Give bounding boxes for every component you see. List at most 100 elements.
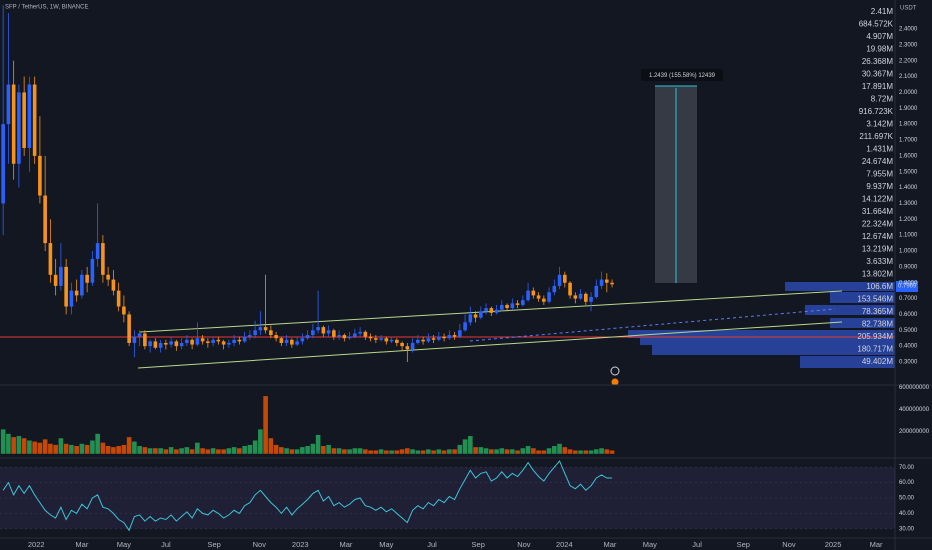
candle-body (389, 339, 394, 342)
volume-bar (546, 448, 552, 454)
volume-bar (6, 433, 11, 454)
volume-bar (126, 437, 132, 454)
event-icon (610, 366, 620, 376)
candle-body (106, 274, 110, 280)
candle-body (452, 335, 457, 337)
profile-label: 26.368M (862, 57, 893, 66)
candle-body (185, 339, 189, 343)
volume-bar (205, 449, 211, 454)
candle-body (38, 155, 42, 196)
profile-label: 22.324M (862, 220, 893, 229)
y-tick-label: 1.3000 (899, 201, 918, 207)
x-tick-label: Mar (604, 540, 617, 549)
volume-bar (0, 429, 6, 454)
candle-body (127, 314, 131, 343)
y-tick-label: 2.3000 (899, 42, 918, 48)
y-tick-label: 2.1000 (899, 74, 918, 80)
volume-bar (231, 447, 237, 454)
candle-body (95, 243, 100, 259)
candle-body (431, 338, 436, 340)
volume-bar (16, 436, 22, 454)
candle-body (305, 335, 310, 339)
candle-body (500, 304, 504, 310)
profile-label: 3.142M (866, 120, 893, 129)
candle-body (116, 290, 121, 307)
volume-bar (347, 449, 352, 454)
volume-bar (84, 444, 90, 454)
volume-bar (352, 448, 358, 454)
candle-body (269, 330, 273, 336)
candle-body (463, 322, 467, 331)
candle-body (384, 338, 389, 342)
x-tick-label: Jul (161, 540, 171, 549)
candle-body (74, 290, 79, 296)
volume-bar (252, 440, 258, 454)
candle-body (437, 336, 441, 340)
y-tick-label: 1.0000 (899, 249, 918, 255)
candle-body (358, 331, 362, 334)
volume-bar (573, 450, 578, 454)
volume-bar (289, 449, 295, 454)
volume-bar (410, 449, 415, 454)
volume-bar (63, 443, 69, 454)
candle-body (484, 308, 488, 312)
volume-bar (489, 449, 494, 454)
volume-bar (604, 449, 610, 454)
candle-body (442, 336, 446, 339)
candle-body (190, 339, 194, 345)
volume-bar (478, 447, 484, 454)
candle-body (353, 333, 357, 337)
y-tick-label: 2.4000 (899, 27, 918, 33)
candle-body (468, 314, 473, 323)
volume-bar (452, 449, 457, 454)
volume-bar (510, 449, 515, 454)
volume-bar (499, 448, 505, 454)
volume-bar (174, 449, 179, 454)
volume-bar (457, 444, 463, 454)
y-tick-label: 40.00 (899, 511, 915, 517)
y-tick-label: 1.7000 (899, 138, 918, 144)
volume-bar (105, 446, 111, 454)
volume-bar (373, 450, 379, 454)
volume-bar (158, 448, 163, 454)
candle-body (279, 338, 284, 343)
volume-bar (326, 444, 331, 454)
volume-bar (426, 449, 431, 454)
profile-label: 31.664M (862, 207, 893, 216)
volume-bar (11, 437, 16, 454)
x-tick-label: May (117, 540, 131, 549)
candle-body (179, 342, 184, 347)
profile-label: 180.717M (857, 345, 893, 354)
profile-label: 2.41M (871, 7, 894, 16)
profile-label: 1.431M (866, 145, 893, 154)
volume-bar (168, 447, 174, 454)
candle-body (122, 306, 126, 315)
volume-bar (132, 441, 137, 454)
candle-body (206, 341, 210, 343)
x-tick-label: Mar (870, 540, 883, 549)
x-tick-label: Sep (207, 540, 220, 549)
candle-body (284, 339, 289, 343)
volume-bar (405, 448, 410, 454)
x-tick-label: 2024 (556, 540, 573, 549)
volume-bar (237, 448, 242, 454)
volume-bar (473, 447, 478, 454)
candle-body (473, 314, 478, 318)
x-tick-label: May (643, 540, 657, 549)
volume-bar (294, 449, 300, 454)
candle-body (416, 339, 420, 343)
profile-label: 684.572K (859, 20, 894, 29)
y-tick-label: 30.00 (899, 526, 915, 532)
candle-body (526, 290, 530, 301)
candle-body (195, 338, 200, 345)
volume-bar (447, 449, 452, 454)
candle-body (531, 290, 536, 296)
volume-bar (557, 443, 562, 454)
volume-bar (384, 450, 389, 454)
candle-body (589, 296, 593, 302)
profile-label: 916.723K (859, 107, 894, 116)
y-tick-label: 1.8000 (899, 122, 918, 128)
candle-body (405, 346, 410, 350)
volume-bar (210, 448, 216, 454)
